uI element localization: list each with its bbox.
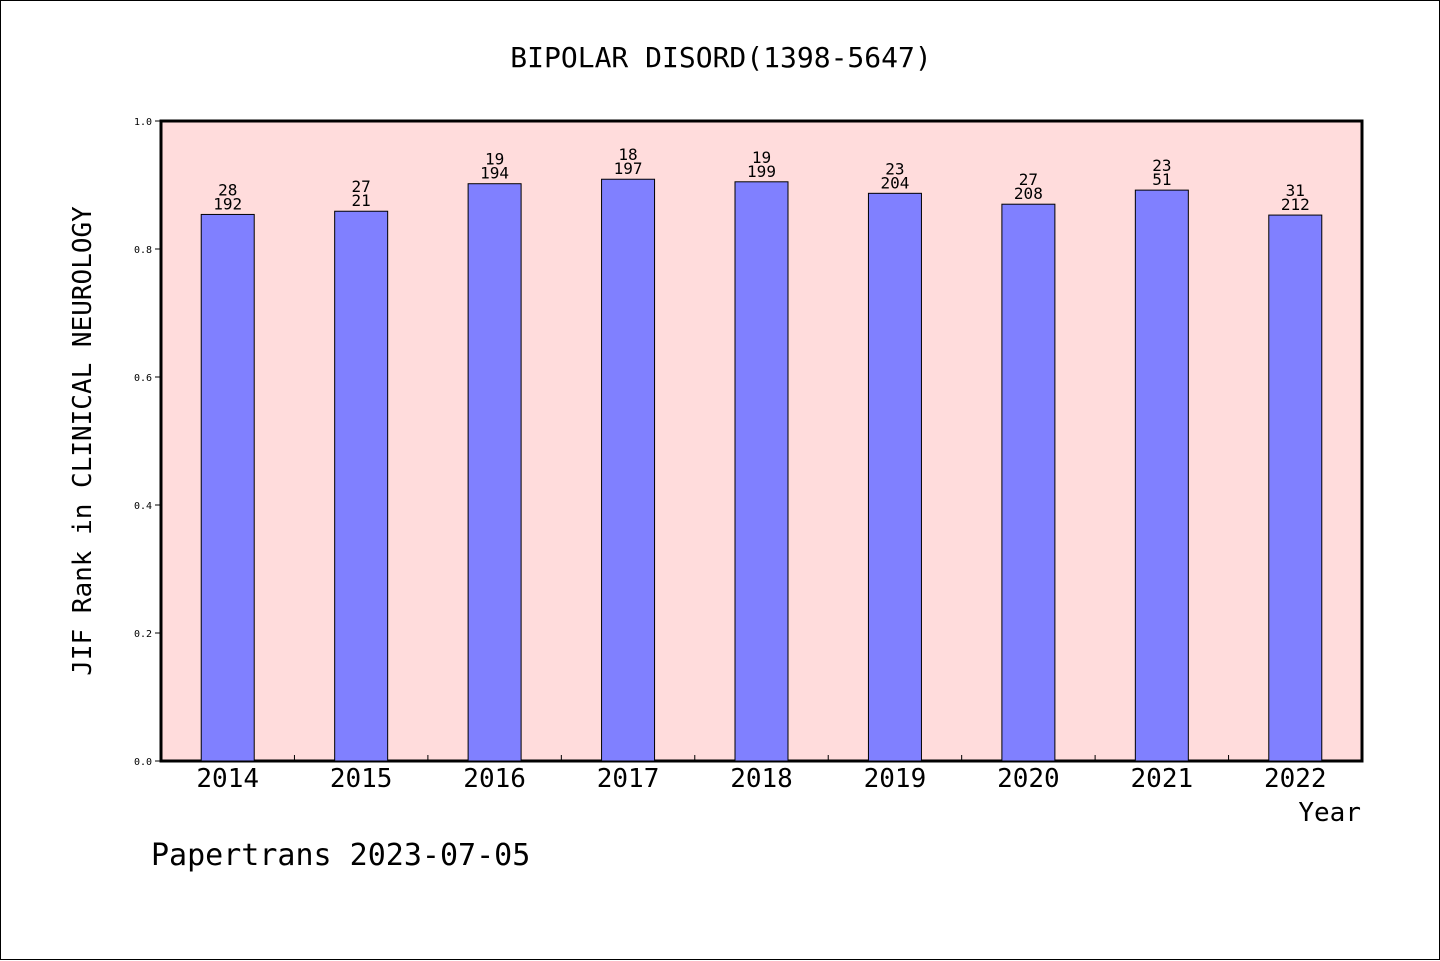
bar-2018: [734, 181, 789, 762]
bar-2015: [334, 210, 389, 762]
bar-label-bottom-2019: 204: [880, 173, 909, 192]
bar-2014: [200, 213, 255, 762]
x-tick-label-2016: 2016: [463, 764, 526, 794]
bar-label-top-2016: 19: [485, 150, 504, 169]
bar-label-bottom-2016: 194: [480, 164, 509, 183]
y-tick-label: 1.0: [134, 117, 152, 128]
y-tick-label: 0.4: [134, 501, 152, 512]
bar-label-bottom-2022: 212: [1281, 195, 1310, 214]
bar-label-top-2022: 31: [1286, 181, 1305, 200]
x-axis-label: Year: [1298, 798, 1361, 828]
y-tick-label: 0.0: [134, 757, 152, 768]
bar-2020: [1001, 203, 1056, 762]
y-axis: 0.0 0.2 0.4 0.6 0.8 1.0: [134, 117, 161, 768]
bar-label-top-2014: 28: [218, 180, 237, 199]
x-tick-label-2021: 2021: [1131, 764, 1194, 794]
bar-2017: [601, 178, 656, 762]
chart-title: BIPOLAR DISORD(1398-5647): [510, 41, 931, 74]
bar-label-top-2020: 27: [1019, 170, 1038, 189]
y-tick-label: 0.6: [134, 373, 152, 384]
bar-label-top-2018: 19: [752, 148, 771, 167]
bar-label-bottom-2021: 51: [1152, 170, 1171, 189]
x-tick-label-2015: 2015: [330, 764, 393, 794]
bar-label-top-2019: 23: [885, 159, 904, 178]
bar-2021: [1134, 189, 1189, 762]
bar-label-bottom-2015: 21: [352, 191, 371, 210]
bar-label-bottom-2018: 199: [747, 162, 776, 181]
x-tick-label-2018: 2018: [730, 764, 793, 794]
x-tick-label-2022: 2022: [1264, 764, 1327, 794]
bar-label-bottom-2014: 192: [213, 194, 242, 213]
bar-label-bottom-2017: 197: [614, 159, 643, 178]
bar-label-top-2015: 27: [352, 177, 371, 196]
bar-2016: [467, 183, 522, 762]
bar-label-top-2021: 23: [1152, 156, 1171, 175]
bar-label-bottom-2020: 208: [1014, 184, 1043, 203]
footer-credit: Papertrans 2023-07-05: [151, 838, 530, 873]
y-tick-label: 0.2: [134, 629, 152, 640]
y-tick-label: 0.8: [134, 245, 152, 256]
x-tick-label-2017: 2017: [597, 764, 660, 794]
bar-2022: [1268, 214, 1323, 762]
y-axis-label: JIF Rank in CLINICAL NEUROLOGY: [68, 206, 98, 676]
bar-label-top-2017: 18: [618, 145, 637, 164]
x-tick-label-2020: 2020: [997, 764, 1060, 794]
bar-2019: [867, 192, 922, 762]
x-tick-label-2014: 2014: [196, 764, 259, 794]
x-tick-label-2019: 2019: [864, 764, 927, 794]
x-axis: 2014 2015 2016 2017 2018 2019 2020 2021 2022: [196, 755, 1327, 794]
